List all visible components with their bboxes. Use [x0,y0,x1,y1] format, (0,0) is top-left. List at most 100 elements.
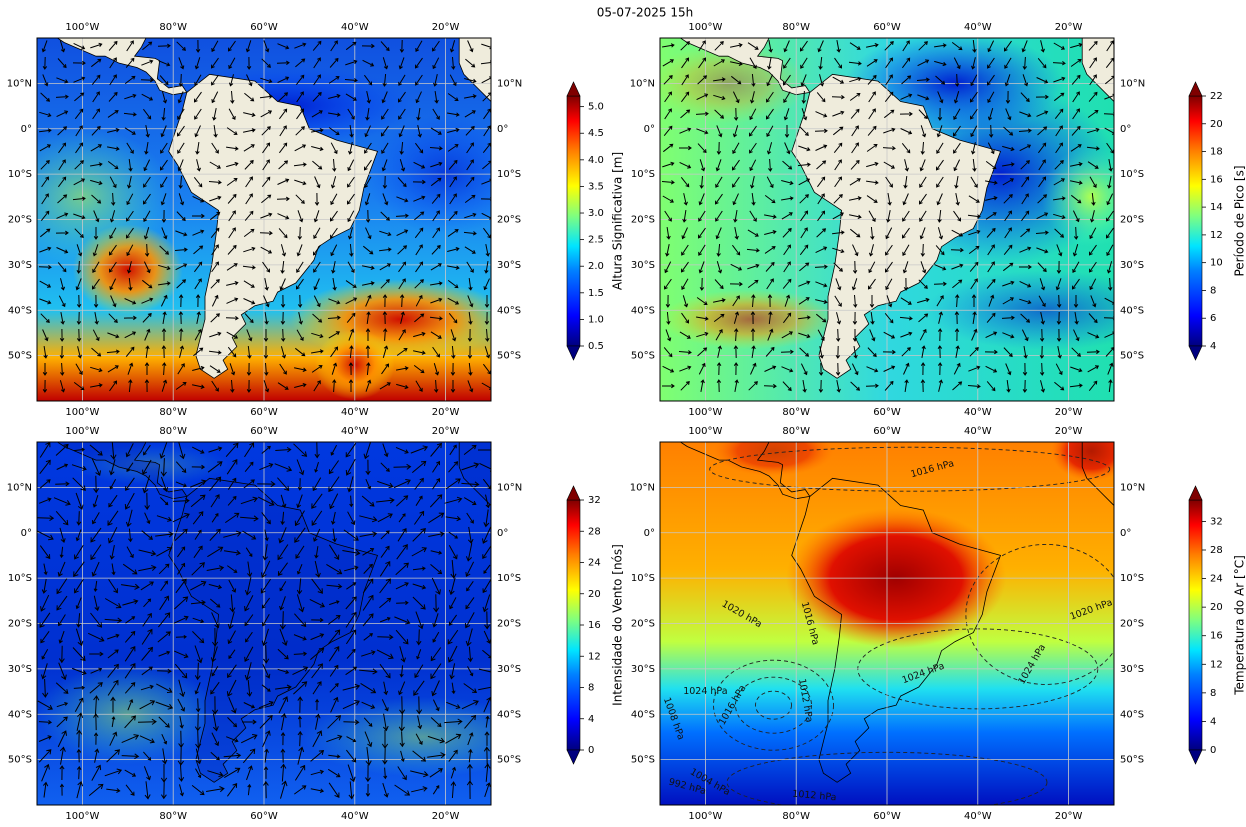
lat-tick-label: 20°S [8,619,32,630]
lat-tick-label: 50°S [631,755,655,766]
coastline [168,477,379,783]
field-blob [302,696,491,777]
colorbar-tick-label: 5.0 [588,102,604,113]
isobar [709,446,1111,492]
lon-tick-label: 20°W [432,407,460,418]
lat-tick-label: 10°N [1120,482,1145,493]
lon-tick-label: 60°W [250,407,278,418]
lon-tick-label: 40°W [341,407,369,418]
lat-tick-label: 10°S [497,573,521,584]
lat-tick-label: 10°N [630,78,655,89]
colorbar-tick-label: 4.0 [588,155,604,166]
lon-tick-label: 100°W [688,811,722,822]
lat-tick-label: 10°N [7,482,32,493]
isobar [755,690,792,720]
colorbar-tick-label: 10 [1210,258,1223,269]
colorbar-extend-bottom [566,749,581,765]
colorbar [566,95,581,347]
lon-tick-label: 80°W [782,811,810,822]
colorbar-tick-label: 8 [1210,688,1216,699]
lat-tick-label: 10°N [497,482,522,493]
figure-title: 05-07-2025 15h [597,6,693,20]
lat-tick-label: 40°S [1120,709,1144,720]
isobar [735,676,812,734]
lat-tick-label: 0° [644,528,655,539]
map-panel [37,38,491,401]
colorbar-tick-label: 12 [1210,659,1223,670]
map-panel [37,442,491,805]
lat-tick-label: 40°S [497,305,521,316]
lon-tick-label: 60°W [250,811,278,822]
lat-tick-label: 20°S [497,215,521,226]
lat-tick-label: 40°S [631,305,655,316]
lat-tick-label: 10°N [630,482,655,493]
colorbar [1188,499,1203,751]
isobar [726,751,1048,805]
field-blob [70,444,231,485]
colorbar-tick-label: 12 [588,651,601,662]
colorbar-tick-label: 0.5 [588,341,604,352]
lat-tick-label: 10°N [497,78,522,89]
map-panel [660,442,1114,805]
lon-tick-label: 100°W [688,426,722,437]
lon-tick-label: 80°W [782,407,810,418]
lat-tick-label: 10°S [1120,573,1144,584]
colorbar-tick-label: 4 [1210,716,1216,727]
lon-tick-label: 40°W [964,407,992,418]
lon-tick-label: 40°W [964,811,992,822]
colorbar-tick-label: 16 [1210,174,1223,185]
lat-tick-label: 30°S [8,260,32,271]
lon-tick-label: 100°W [688,407,722,418]
lon-tick-label: 20°W [1055,426,1083,437]
colorbar-tick-label: 28 [1210,545,1223,556]
colorbar-tick-label: 28 [588,526,601,537]
lon-tick-label: 100°W [65,22,99,33]
lat-tick-label: 10°S [631,573,655,584]
lat-tick-label: 0° [644,124,655,135]
colorbar-extend-top [566,485,581,501]
lat-tick-label: 30°S [8,664,32,675]
lat-tick-label: 0° [21,528,32,539]
lat-tick-label: 30°S [497,664,521,675]
lon-tick-label: 40°W [341,426,369,437]
lat-tick-label: 40°S [1120,305,1144,316]
lon-tick-label: 60°W [873,22,901,33]
lat-tick-label: 50°S [631,351,655,362]
lat-tick-label: 50°S [8,351,32,362]
lat-tick-label: 20°S [497,619,521,630]
lon-tick-label: 40°W [964,426,992,437]
lon-tick-label: 80°W [159,22,187,33]
lat-tick-label: 10°S [631,169,655,180]
colorbar-tick-label: 24 [1210,574,1223,585]
colorbar-tick-label: 22 [1210,91,1223,102]
lat-tick-label: 0° [21,124,32,135]
colorbar-tick-label: 2.0 [588,261,604,272]
isobar [965,543,1114,685]
lat-tick-label: 20°S [631,619,655,630]
colorbar-tick-label: 1.5 [588,288,604,299]
colorbar-tick-label: 20 [1210,119,1223,130]
contour-label: 1024 hPa [683,686,727,697]
map-panel [660,38,1114,401]
colorbar-tick-label: 1.0 [588,314,604,325]
lat-tick-label: 0° [497,124,508,135]
colorbar-tick-label: 0 [588,745,594,756]
lon-tick-label: 80°W [782,426,810,437]
lon-tick-label: 60°W [250,426,278,437]
colorbar-tick-label: 18 [1210,147,1223,158]
lon-tick-label: 20°W [432,426,460,437]
map-frame [659,441,1115,806]
colorbar-tick-label: 14 [1210,202,1223,213]
colorbar-tick-label: 32 [588,495,601,506]
lat-tick-label: 10°S [497,169,521,180]
coastline [458,442,491,507]
land [791,73,1002,379]
colorbar [1188,95,1203,347]
lon-tick-label: 60°W [250,22,278,33]
lat-tick-label: 50°S [497,351,521,362]
lon-tick-label: 20°W [432,811,460,822]
colorbar-tick-label: 20 [588,589,601,600]
lat-tick-label: 20°S [631,215,655,226]
lat-tick-label: 10°N [1120,78,1145,89]
